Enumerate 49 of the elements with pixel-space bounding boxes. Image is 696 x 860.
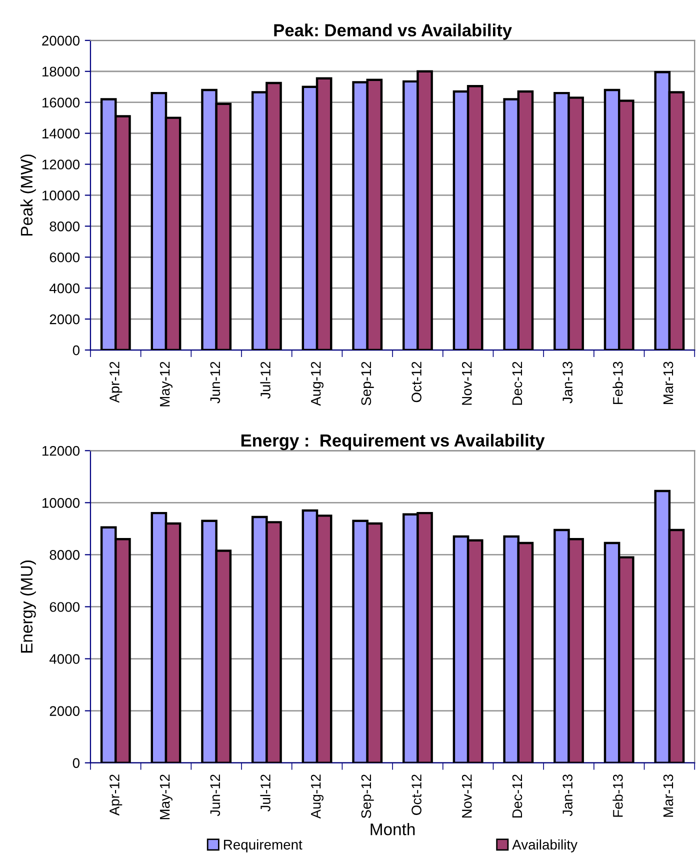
y-tick-label: 4000 [49, 654, 80, 664]
x-tick-label: Dec-12 [512, 362, 522, 405]
x-tick-label: Oct-12 [412, 774, 422, 815]
y-axis-title: Peak (MW) [20, 154, 36, 236]
x-tick-label: Mar-13 [663, 362, 674, 404]
x-tick-label: Apr-12 [110, 362, 122, 403]
y-tick-label: 8000 [50, 550, 80, 560]
x-tick-label: Sep-12 [361, 774, 374, 818]
y-tick-label: 20000 [42, 36, 80, 46]
x-tick-label: Nov-12 [462, 362, 472, 405]
x-tick-label: Jan-13 [562, 362, 572, 404]
x-tick-label: Sep-12 [361, 362, 374, 406]
x-tick-label: Jul-12 [260, 774, 270, 812]
x-tick-label: Oct-12 [412, 362, 422, 402]
y-tick-label: 18000 [42, 66, 80, 77]
y-tick-label: 2000 [50, 314, 80, 324]
y-tick-label: 0 [72, 345, 80, 356]
y-axis-title: Energy (MU) [20, 560, 36, 653]
x-tick-label: Feb-13 [612, 774, 623, 817]
x-tick-label: Jun-12 [210, 362, 220, 404]
x-tick-label: Aug-12 [310, 774, 324, 819]
x-tick-label: Feb-13 [612, 362, 623, 404]
x-tick-label: Dec-12 [512, 774, 522, 818]
y-tick-label: 12000 [42, 446, 80, 456]
y-tick-label: 2000 [50, 706, 80, 716]
y-tick-label: 0 [72, 758, 80, 768]
chart-title: Peak: Demand vs Availability [274, 24, 512, 40]
chart-title: Energy : Requirement vs Availability [241, 434, 545, 450]
y-tick-label: 8000 [50, 222, 80, 232]
y-tick-label: 16000 [42, 98, 80, 108]
x-tick-label: May-12 [160, 362, 172, 406]
x-tick-label: Apr-12 [110, 774, 122, 816]
x-tick-label: May-12 [160, 774, 172, 820]
x-tick-label: Jan-13 [562, 774, 572, 816]
y-tick-label: 10000 [42, 498, 80, 508]
y-tick-label: 10000 [42, 190, 80, 200]
x-tick-label: Mar-13 [663, 774, 674, 817]
y-tick-label: 12000 [42, 160, 80, 170]
x-tick-label: Aug-12 [310, 362, 324, 406]
y-tick-label: 14000 [42, 128, 80, 138]
x-tick-label: Jul-12 [260, 362, 270, 399]
y-tick-label: 6000 [50, 602, 80, 612]
x-tick-label: Jun-12 [210, 774, 220, 816]
y-tick-label: 4000 [49, 283, 80, 294]
legend-label: Availability [512, 839, 578, 852]
x-tick-label: Nov-12 [462, 774, 472, 818]
x-axis-title: Month [370, 823, 415, 836]
y-tick-label: 6000 [50, 252, 80, 262]
legend-label: Requirement [224, 839, 302, 852]
